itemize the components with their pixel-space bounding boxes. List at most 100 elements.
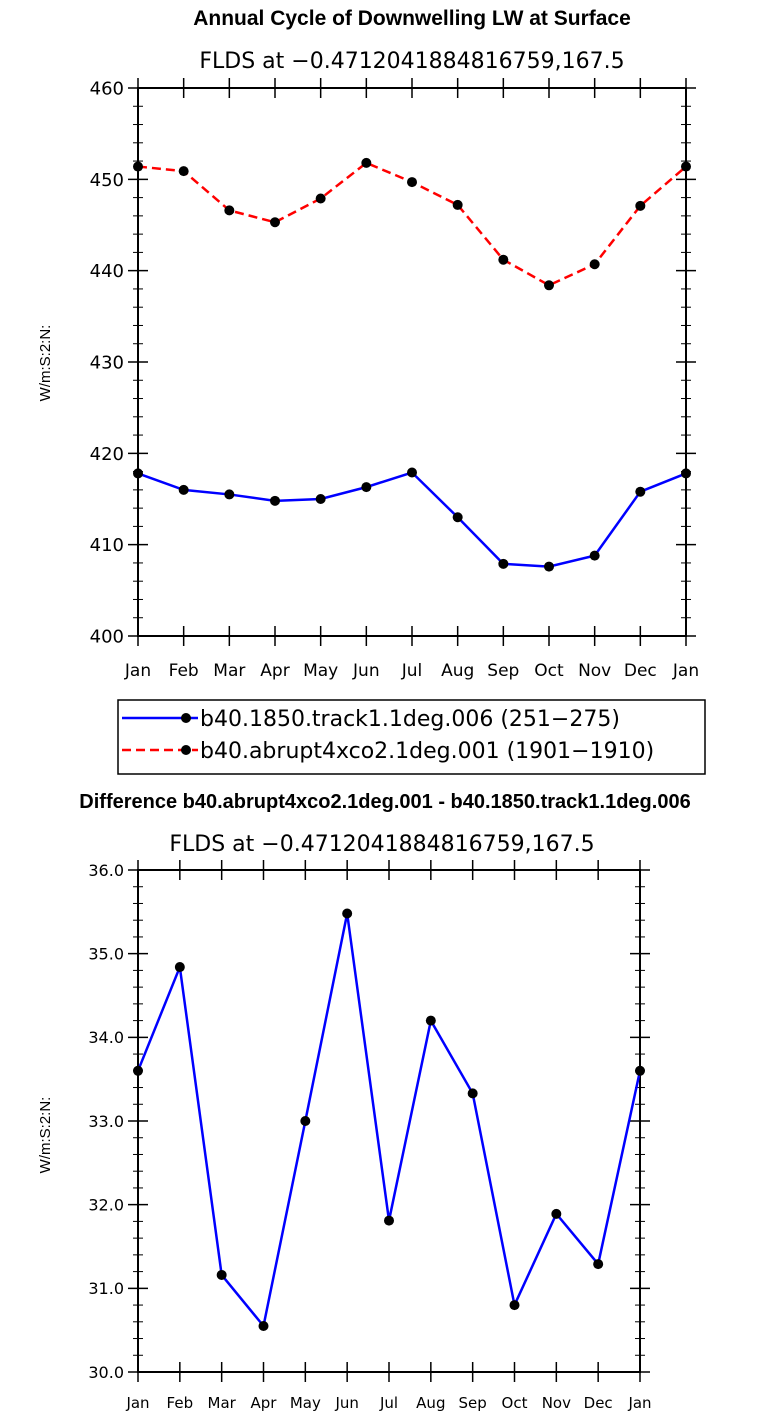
data-point xyxy=(342,908,353,919)
data-point xyxy=(551,1208,562,1219)
x-tick-label: Aug xyxy=(441,661,474,681)
chart2-y-tick-labels: 30.0 31.0 32.0 33.0 34.0 35.0 36.0 xyxy=(88,861,124,1382)
data-point xyxy=(133,1065,143,1076)
x-tick-label: Mar xyxy=(208,1394,237,1412)
x-tick-label: Jan xyxy=(627,1394,651,1412)
x-tick-label: Aug xyxy=(416,1394,445,1412)
x-tick-label: Jun xyxy=(334,1394,358,1412)
x-tick-label: Apr xyxy=(260,661,289,681)
x-tick-label: Jan xyxy=(125,1394,149,1412)
legend-marker xyxy=(181,745,191,755)
x-tick-label: Jan xyxy=(124,661,151,681)
x-tick-label: Dec xyxy=(584,1394,613,1412)
y-tick-label: 31.0 xyxy=(88,1279,124,1298)
x-tick-label: May xyxy=(290,1394,321,1412)
chart2-y-axis-label: W/m:S:2:N: xyxy=(37,1097,54,1174)
x-tick-label: Jan xyxy=(672,661,699,681)
data-point xyxy=(593,1259,604,1270)
data-point xyxy=(315,494,326,504)
data-point xyxy=(498,254,509,265)
chart2-series xyxy=(133,908,645,1331)
data-point xyxy=(300,1116,311,1126)
data-point xyxy=(589,259,600,270)
data-point xyxy=(681,161,691,172)
data-point xyxy=(681,468,691,479)
legend-label: b40.1850.track1.1deg.006 (251−275) xyxy=(200,707,620,732)
y-tick-label: 30.0 xyxy=(88,1363,124,1382)
x-tick-label: Oct xyxy=(502,1394,528,1412)
y-tick-label: 440 xyxy=(90,261,124,282)
legend-marker xyxy=(181,713,191,723)
data-point xyxy=(133,468,143,479)
data-point xyxy=(589,550,600,561)
data-point xyxy=(544,280,554,291)
y-tick-label: 420 xyxy=(90,444,124,465)
data-point xyxy=(635,200,646,211)
x-tick-label: Jun xyxy=(352,661,380,681)
x-tick-label: Nov xyxy=(578,661,611,681)
chart2-axes xyxy=(128,860,650,1382)
y-tick-label: 450 xyxy=(90,170,124,191)
y-tick-label: 400 xyxy=(90,626,124,647)
data-point xyxy=(133,161,143,172)
chart1-y-axis-label: W/m:S:2:N: xyxy=(37,325,54,402)
plot-frame xyxy=(137,869,641,1373)
y-tick-label: 430 xyxy=(90,352,124,373)
chart1-y-tick-labels: 400 410 420 430 440 450 460 xyxy=(90,78,124,647)
chart2-subtitle: FLDS at −0.4712041884816759,167.5 xyxy=(169,832,594,857)
data-point xyxy=(425,1015,436,1026)
data-point xyxy=(407,467,417,478)
x-tick-label: Feb xyxy=(169,661,199,681)
data-point xyxy=(635,486,646,497)
data-point xyxy=(361,482,372,493)
data-point xyxy=(635,1065,645,1076)
chart2-x-tick-labels: Jan Feb Mar Apr May Jun Jul Aug Sep Oct Nov Dec Jan xyxy=(125,1394,651,1412)
y-tick-label: 33.0 xyxy=(88,1112,124,1131)
data-point xyxy=(224,205,235,216)
chart1-x-tick-labels: Jan Feb Mar Apr May Jun Jul Aug Sep Oct Nov Dec Jan xyxy=(124,661,699,681)
data-point xyxy=(467,1088,478,1099)
data-point xyxy=(384,1215,394,1226)
y-tick-label: 460 xyxy=(90,78,124,99)
x-tick-label: Jul xyxy=(379,1394,398,1412)
x-tick-label: Jul xyxy=(401,661,423,681)
x-tick-label: Nov xyxy=(542,1394,571,1412)
y-tick-label: 34.0 xyxy=(88,1028,124,1047)
y-tick-label: 35.0 xyxy=(88,944,124,963)
data-point xyxy=(407,177,417,188)
chart1-series xyxy=(133,157,691,572)
data-point xyxy=(270,217,280,228)
x-tick-label: May xyxy=(303,661,338,681)
legend-box xyxy=(117,699,706,775)
data-point xyxy=(452,512,463,523)
data-point xyxy=(258,1320,269,1331)
data-point xyxy=(270,495,280,506)
plot-frame xyxy=(137,87,687,637)
data-point xyxy=(224,489,235,500)
y-tick-label: 32.0 xyxy=(88,1195,124,1214)
chart1-subtitle: FLDS at −0.4712041884816759,167.5 xyxy=(199,49,624,74)
x-tick-label: Dec xyxy=(624,661,657,681)
annual-cycle-chart: Annual Cycle of Downwelling LW at Surfac… xyxy=(37,7,706,775)
data-point xyxy=(315,193,326,204)
chart1-axes xyxy=(128,78,696,646)
y-tick-label: 36.0 xyxy=(88,861,124,880)
y-tick-label: 410 xyxy=(90,535,124,556)
x-tick-label: Mar xyxy=(213,661,245,681)
x-tick-label: Oct xyxy=(534,661,564,681)
data-point xyxy=(178,166,189,177)
data-point xyxy=(509,1300,520,1311)
series-line xyxy=(136,913,642,1329)
legend-label: b40.abrupt4xco2.1deg.001 (1901−1910) xyxy=(200,739,654,764)
data-point xyxy=(544,561,554,572)
difference-chart: Difference b40.abrupt4xco2.1deg.001 - b4… xyxy=(37,791,691,1412)
x-tick-label: Sep xyxy=(459,1394,487,1412)
data-point xyxy=(361,157,372,168)
data-point xyxy=(216,1269,227,1280)
data-point xyxy=(178,484,189,495)
chart2-title: Difference b40.abrupt4xco2.1deg.001 - b4… xyxy=(79,791,690,813)
chart1-legend: b40.1850.track1.1deg.006 (251−275) b40.ab… xyxy=(117,699,706,775)
chart1-title: Annual Cycle of Downwelling LW at Surfac… xyxy=(193,7,631,30)
data-point xyxy=(174,962,185,973)
